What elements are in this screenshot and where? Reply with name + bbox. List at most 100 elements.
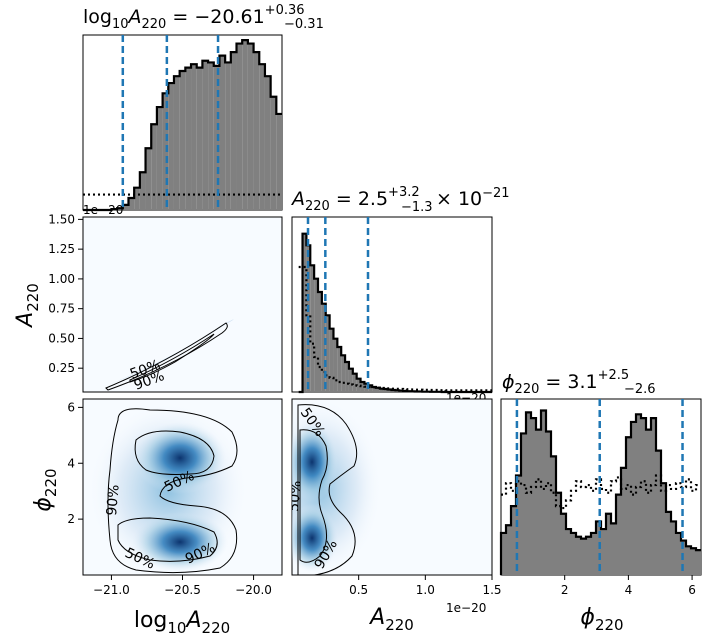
title-A-suffix: × 10−21 bbox=[436, 186, 510, 210]
hist-phi-bar bbox=[661, 483, 666, 575]
hist-logA-bar bbox=[196, 67, 203, 210]
xtick-logA-tick-label: −20.5 bbox=[164, 583, 201, 597]
hist-A-bar bbox=[318, 292, 322, 392]
ytick-phi-tick-label: 2 bbox=[67, 512, 75, 526]
title-phi-minus: −2.6 bbox=[624, 382, 656, 397]
ytick-A-tick-label: 0.25 bbox=[48, 361, 75, 375]
hist-phi-bar bbox=[691, 548, 696, 575]
hist-phi-bar bbox=[676, 532, 681, 575]
hist-logA-bar bbox=[202, 60, 209, 211]
panel-2d-logA-phi: 90% 50% 50% 90% 246 −21.0 −20.5 −20.0 bbox=[67, 398, 283, 597]
hist-phi-bar bbox=[516, 475, 521, 575]
ytick-A-tick-label: 1.25 bbox=[48, 242, 75, 256]
hist-logA-bar bbox=[276, 113, 282, 210]
contour-90-logA-A bbox=[105, 322, 228, 391]
hist-phi-bar bbox=[631, 421, 636, 575]
hist-phi-bar bbox=[666, 511, 671, 575]
hist-phi-bar bbox=[576, 536, 581, 575]
hist-logA-bar bbox=[191, 64, 197, 211]
title-A: A220 = 2.5+3.2 bbox=[290, 185, 420, 214]
hist-logA-bar bbox=[225, 62, 231, 210]
hist-phi-bar bbox=[506, 525, 511, 575]
ytick-phi-tick-label: 4 bbox=[67, 456, 75, 470]
contour-90-logA-phi bbox=[107, 408, 238, 574]
hist-A-prior-line bbox=[298, 265, 492, 392]
hist-A-quantile-lines bbox=[306, 217, 370, 392]
title-logA: log10A220 = −20.61+0.36 bbox=[83, 3, 305, 32]
xlabel-A: A220 bbox=[368, 605, 414, 634]
hist-A-bar bbox=[368, 385, 373, 392]
hist-phi-bars bbox=[499, 409, 701, 575]
hist-phi-bar bbox=[581, 538, 586, 575]
hist-logA-bar bbox=[139, 172, 146, 210]
hist-A-bars bbox=[298, 232, 492, 394]
hist-phi-bar bbox=[606, 513, 611, 575]
hist-A-bar bbox=[379, 388, 384, 392]
hist-A-bar bbox=[310, 265, 315, 392]
hist-logA-bar bbox=[134, 187, 140, 210]
hist-A-bar bbox=[364, 383, 369, 392]
hist-logA-bar bbox=[230, 52, 237, 211]
hist-logA-bar bbox=[213, 65, 220, 210]
hist-logA-bar bbox=[185, 67, 192, 210]
hist-phi-bar bbox=[551, 456, 556, 575]
hist-A-bar bbox=[321, 303, 326, 392]
hist-A-bar bbox=[333, 338, 338, 392]
xticks-phi: 2 4 6 bbox=[561, 575, 696, 597]
hist-logA-bar bbox=[259, 64, 265, 211]
xtick-phi-tick-label: 2 bbox=[561, 583, 569, 597]
xtick-phi-tick-label: 4 bbox=[625, 583, 633, 597]
hist-phi-bar bbox=[521, 433, 526, 575]
hist-phi-bar bbox=[526, 412, 531, 575]
hist-phi-bar bbox=[571, 532, 576, 575]
ytick-phi-tick-label: 6 bbox=[67, 400, 75, 414]
hist-A-bar bbox=[387, 389, 392, 392]
hist-A-bar bbox=[345, 362, 349, 392]
hist-logA-bar bbox=[236, 43, 243, 210]
ytick-A-tick-label: 0.75 bbox=[48, 302, 75, 316]
xtick-phi-tick-label: 6 bbox=[688, 583, 696, 597]
contour-50-logA-A bbox=[129, 333, 215, 383]
hist-logA-bar bbox=[122, 204, 129, 210]
hist-A-bar bbox=[325, 315, 330, 392]
hist-phi-bar bbox=[671, 521, 676, 575]
title-A-minus: −1.3 bbox=[401, 200, 433, 215]
ytick-A-tick-label: 0.50 bbox=[48, 331, 75, 345]
hist-logA-outline bbox=[83, 39, 282, 212]
panel-2d-A-phi: 50% 50% 90% 0.5 1.0 1.5 1e−20 bbox=[286, 398, 502, 615]
title-logA-minus: −0.31 bbox=[284, 17, 324, 32]
hist-phi-bar bbox=[686, 546, 691, 575]
hist-phi-bar bbox=[621, 467, 626, 575]
contour-label-50-mid: 50% bbox=[286, 480, 305, 512]
hist-A-bar bbox=[376, 387, 380, 392]
hist-A-bar bbox=[383, 389, 388, 392]
ytick-A-tick-label: 1.00 bbox=[48, 272, 75, 286]
hist-logA-bar bbox=[168, 83, 174, 210]
hist-phi-bar bbox=[541, 410, 546, 575]
contour-50-A-phi bbox=[299, 429, 328, 563]
hist-phi-bar bbox=[536, 429, 541, 575]
panel-2d-logA-A: 50% 90% 0.250.500.751.001.251.50 bbox=[48, 212, 283, 393]
hist-phi-bar bbox=[616, 494, 621, 575]
hist-logA-bar bbox=[242, 40, 248, 210]
hist-phi-bar bbox=[636, 414, 641, 575]
hist-phi-bar bbox=[611, 523, 616, 575]
hist-logA-quantile-lines bbox=[121, 35, 220, 210]
xlabel-logA: log10A220 bbox=[134, 608, 230, 637]
hist-A-bar bbox=[337, 347, 342, 392]
hist-A-outline bbox=[298, 232, 492, 394]
offset-label-A-bottom: 1e−20 bbox=[446, 601, 486, 615]
hist-phi-bar bbox=[626, 437, 631, 575]
hist-phi-bar bbox=[591, 532, 596, 575]
hist-phi-bar bbox=[501, 532, 506, 575]
title-phi: ϕ220 = 3.1+2.5 bbox=[502, 368, 629, 397]
hist-A-bar bbox=[302, 233, 307, 392]
density-A-phi-lower bbox=[292, 504, 338, 572]
hist-phi-bar bbox=[651, 418, 656, 575]
hist-phi-bar bbox=[646, 429, 651, 575]
xlabel-phi: ϕ220 bbox=[580, 605, 623, 634]
contour-50-lower-logA-phi bbox=[117, 517, 218, 562]
yticks-phi: 2 4 6 bbox=[67, 400, 83, 526]
hist-phi-bar bbox=[696, 550, 701, 575]
